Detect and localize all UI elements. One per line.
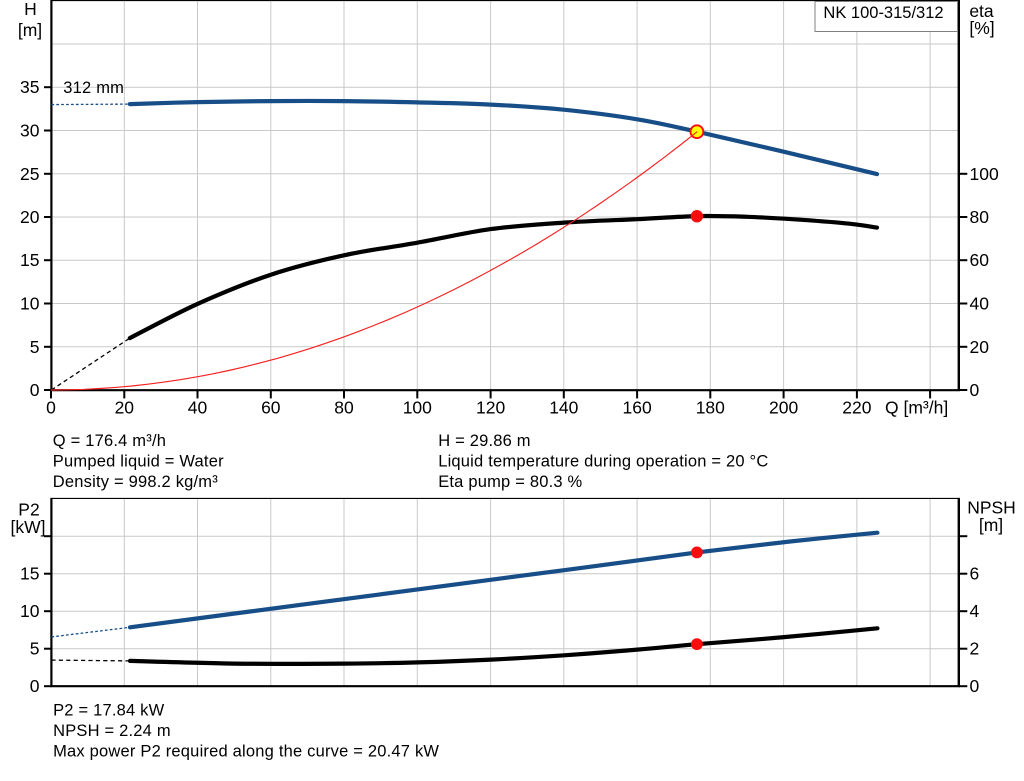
- svg-text:140: 140: [549, 398, 578, 418]
- svg-text:NPSH: NPSH: [967, 498, 1016, 518]
- svg-text:100: 100: [403, 398, 432, 418]
- svg-text:Liquid temperature during oper: Liquid temperature during operation = 20…: [438, 453, 768, 471]
- svg-text:eta: eta: [969, 1, 994, 21]
- svg-text:2: 2: [970, 639, 980, 659]
- svg-text:35: 35: [20, 77, 39, 97]
- svg-text:60: 60: [261, 398, 281, 418]
- svg-text:5: 5: [30, 337, 40, 357]
- svg-text:P2 = 17.84 kW: P2 = 17.84 kW: [53, 702, 165, 720]
- svg-text:25: 25: [20, 164, 39, 184]
- svg-text:0: 0: [30, 676, 40, 696]
- svg-text:40: 40: [970, 294, 990, 314]
- svg-text:P2: P2: [18, 499, 39, 519]
- svg-text:0: 0: [970, 380, 980, 400]
- svg-text:10: 10: [20, 601, 40, 621]
- svg-text:Density = 998.2 kg/m³: Density = 998.2 kg/m³: [53, 473, 218, 491]
- svg-text:15: 15: [20, 250, 39, 270]
- svg-text:[%]: [%]: [969, 18, 994, 38]
- svg-text:220: 220: [842, 398, 871, 418]
- svg-text:4: 4: [970, 601, 980, 621]
- svg-text:Pumped liquid = Water: Pumped liquid = Water: [53, 453, 224, 471]
- svg-text:H: H: [24, 0, 37, 19]
- svg-text:Max power P2 required along th: Max power P2 required along the curve = …: [53, 742, 439, 760]
- svg-text:80: 80: [334, 398, 354, 418]
- svg-text:20: 20: [115, 398, 135, 418]
- svg-text:120: 120: [476, 398, 505, 418]
- svg-text:60: 60: [970, 250, 990, 270]
- svg-text:10: 10: [20, 294, 40, 314]
- svg-text:H = 29.86 m: H = 29.86 m: [438, 432, 531, 450]
- svg-text:80: 80: [970, 207, 990, 227]
- svg-text:[m]: [m]: [18, 20, 42, 40]
- svg-text:180: 180: [696, 398, 725, 418]
- svg-text:312 mm: 312 mm: [63, 79, 124, 97]
- svg-text:30: 30: [20, 121, 40, 141]
- svg-text:6: 6: [970, 564, 980, 584]
- svg-text:15: 15: [20, 564, 39, 584]
- svg-text:0: 0: [970, 676, 980, 696]
- svg-text:0: 0: [30, 380, 40, 400]
- svg-text:Q [m³/h]: Q [m³/h]: [885, 398, 948, 418]
- svg-text:Eta pump = 80.3 %: Eta pump = 80.3 %: [438, 473, 582, 491]
- svg-text:NPSH = 2.24 m: NPSH = 2.24 m: [53, 722, 171, 740]
- svg-text:40: 40: [188, 398, 208, 418]
- svg-text:[kW]: [kW]: [11, 517, 46, 537]
- svg-text:200: 200: [769, 398, 798, 418]
- svg-text:20: 20: [970, 337, 990, 357]
- svg-text:NK 100-315/312: NK 100-315/312: [823, 4, 943, 22]
- svg-text:5: 5: [30, 639, 40, 659]
- svg-text:Q = 176.4 m³/h: Q = 176.4 m³/h: [53, 432, 166, 450]
- svg-text:160: 160: [622, 398, 651, 418]
- svg-text:20: 20: [20, 207, 40, 227]
- svg-text:100: 100: [970, 164, 999, 184]
- svg-text:0: 0: [46, 398, 56, 418]
- svg-text:[m]: [m]: [979, 515, 1003, 535]
